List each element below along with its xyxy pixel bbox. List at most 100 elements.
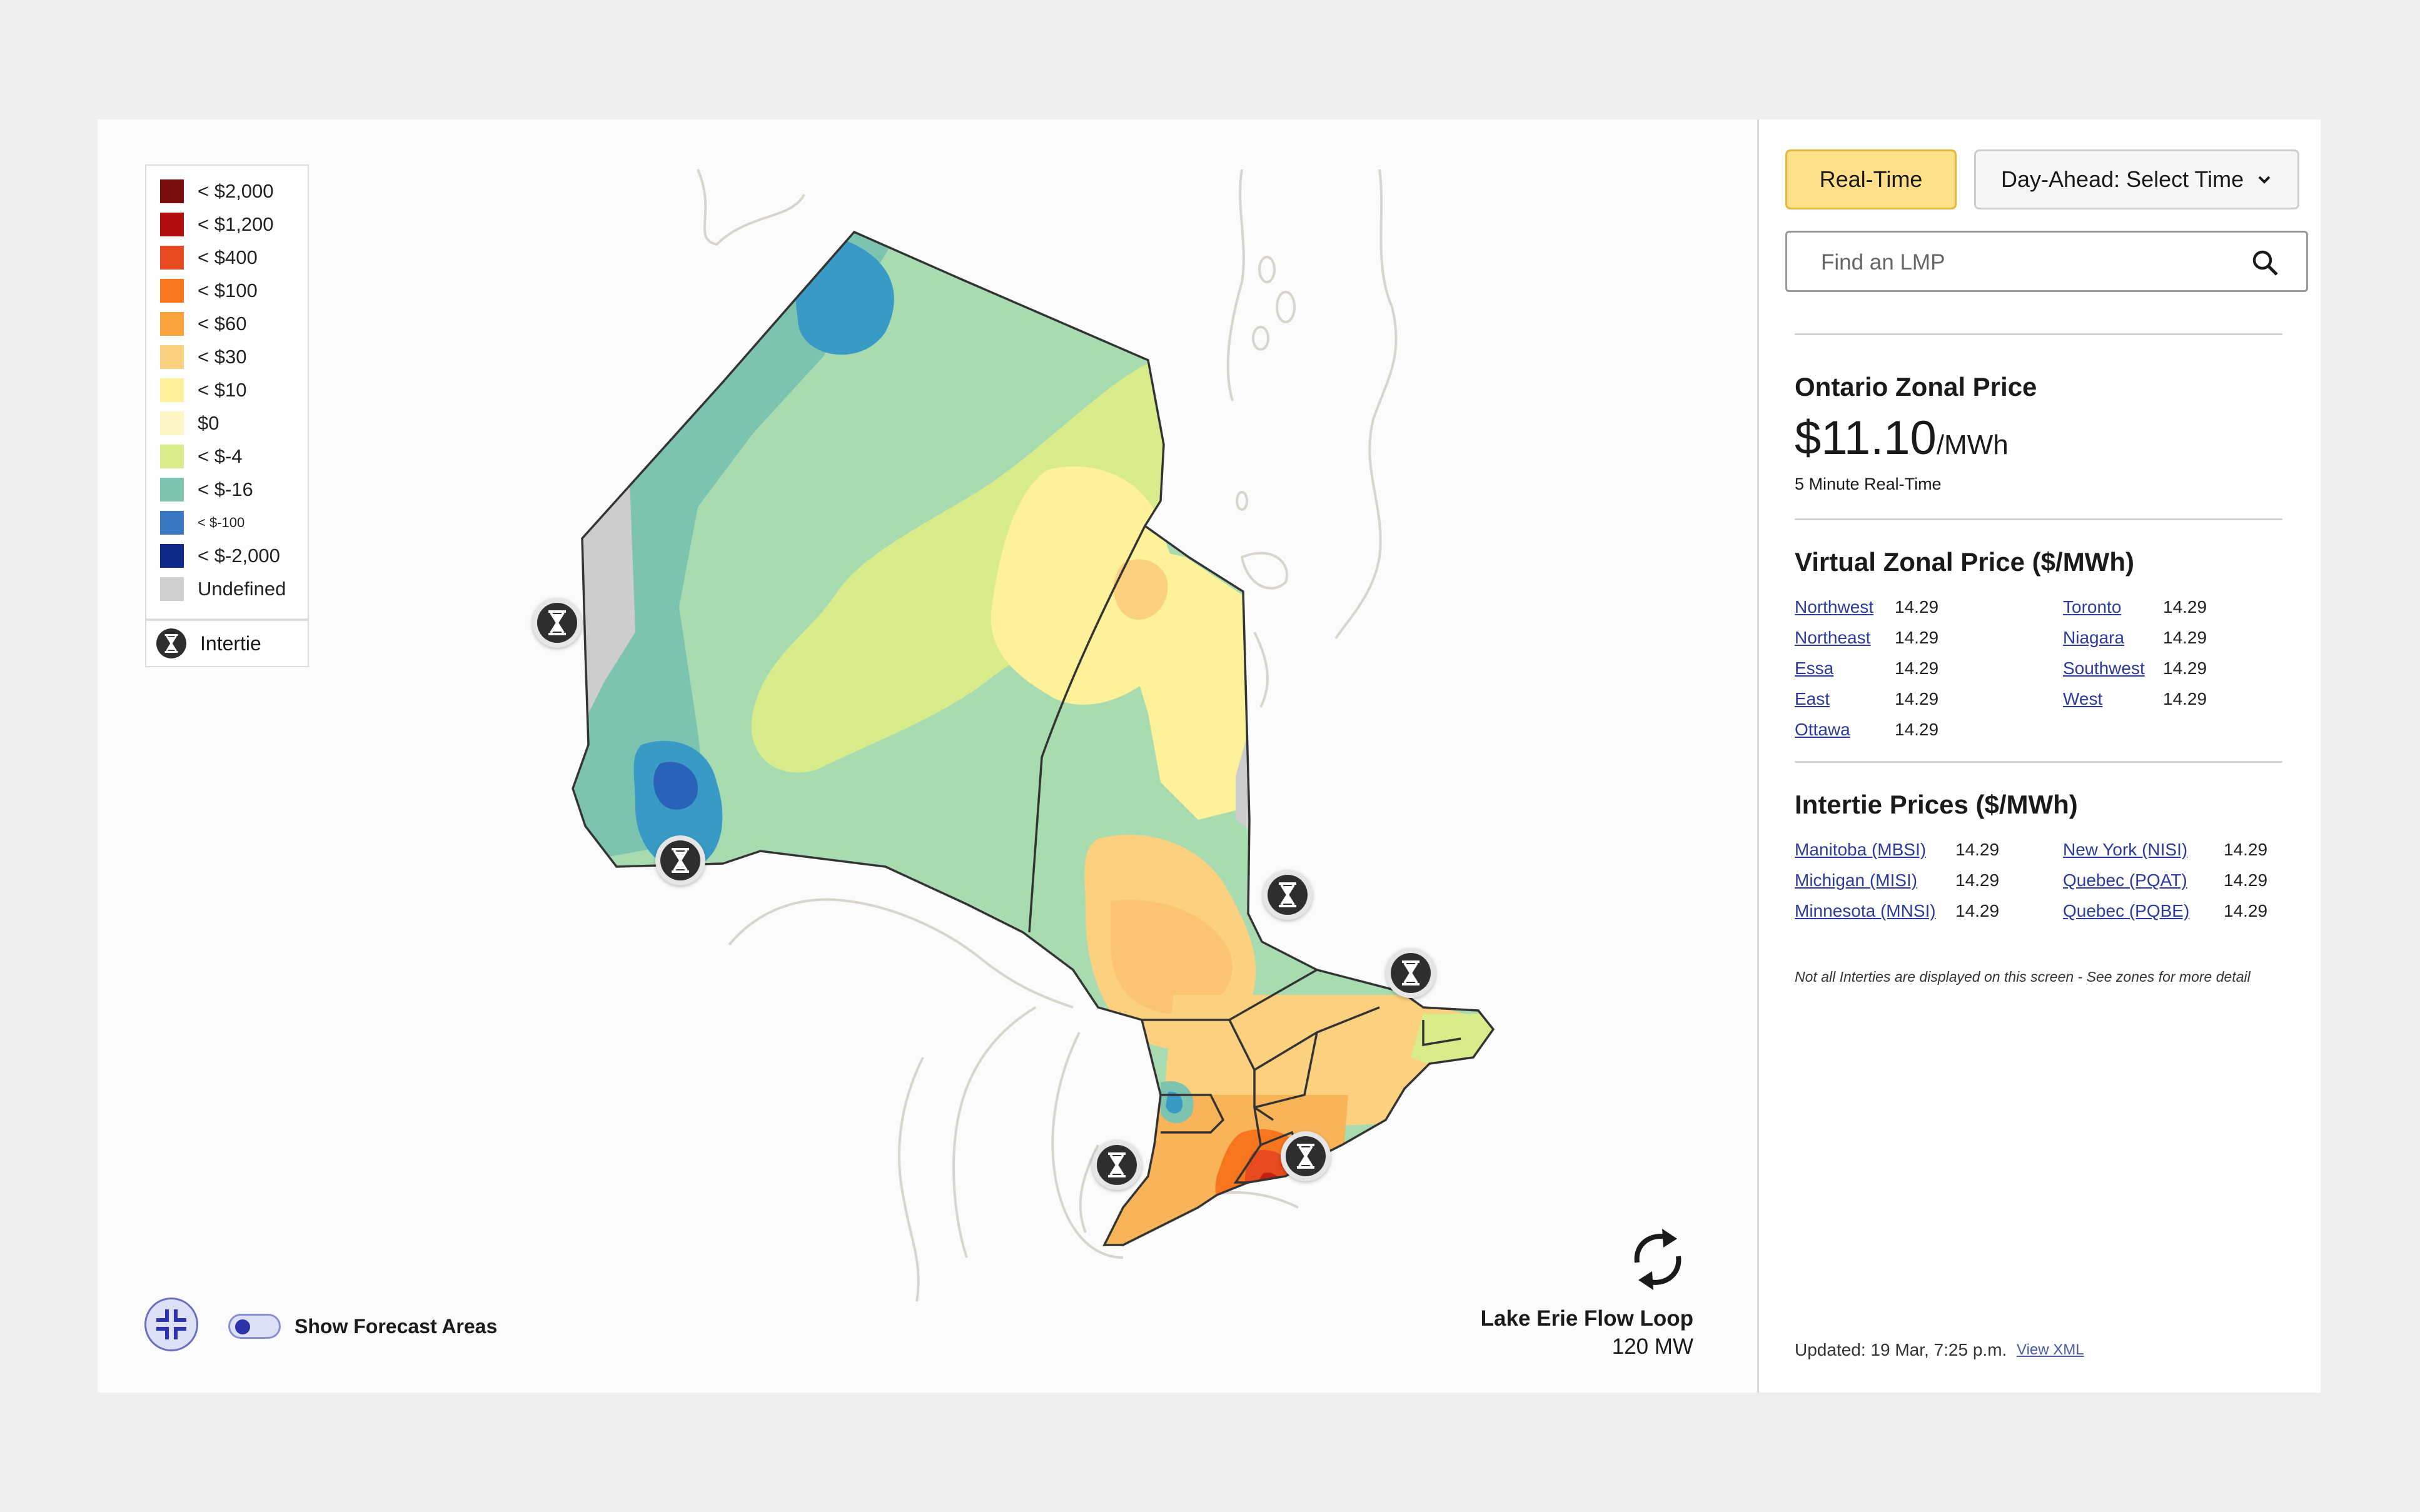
price-legend: < $2,000 < $1,200 < $400 < $100 < $60 < … bbox=[145, 164, 309, 620]
hourglass-icon bbox=[1286, 1136, 1326, 1176]
legend-swatch bbox=[160, 511, 184, 535]
hourglass-icon bbox=[1391, 953, 1431, 993]
hourglass-icon bbox=[1268, 875, 1308, 915]
intertie-link-new-york[interactable]: New York (NISI) bbox=[2063, 840, 2188, 859]
zonal-price-note: 5 Minute Real-Time bbox=[1795, 475, 1942, 493]
flow-loop-title: Lake Erie Flow Loop bbox=[1480, 1306, 1693, 1331]
intertie-value: 14.29 bbox=[1955, 870, 2000, 890]
legend-item: < $-100 bbox=[160, 510, 245, 535]
intertie-legend: Intertie bbox=[145, 620, 309, 667]
legend-swatch bbox=[160, 179, 184, 203]
chevron-down-icon bbox=[2258, 176, 2271, 184]
intertie-marker-manitoba[interactable] bbox=[532, 598, 582, 648]
search-icon[interactable] bbox=[2251, 249, 2279, 276]
zone-link-southwest[interactable]: Southwest bbox=[2063, 658, 2145, 678]
legend-swatch bbox=[160, 312, 184, 336]
legend-label: < $30 bbox=[198, 346, 247, 368]
legend-label: < $1,200 bbox=[198, 213, 274, 235]
legend-item: < $-16 bbox=[160, 477, 253, 502]
legend-swatch bbox=[160, 411, 184, 435]
hourglass-icon bbox=[660, 840, 700, 880]
intertie-link-quebec-pqat[interactable]: Quebec (PQAT) bbox=[2063, 870, 2187, 890]
intertie-value: 14.29 bbox=[2224, 901, 2268, 920]
hourglass-icon bbox=[537, 603, 577, 643]
legend-swatch bbox=[160, 478, 184, 501]
collapse-icon bbox=[156, 1309, 186, 1339]
legend-item: Undefined bbox=[160, 577, 286, 602]
legend-label: < $10 bbox=[198, 379, 247, 401]
dayahead-select-label: Day-Ahead: Select Time bbox=[2001, 166, 2244, 192]
intertie-marker-quebec-north[interactable] bbox=[1263, 870, 1313, 920]
legend-label: < $2,000 bbox=[198, 180, 274, 202]
view-xml-link[interactable]: View XML bbox=[2017, 1341, 2084, 1358]
intertie-link-minnesota[interactable]: Minnesota (MNSI) bbox=[1795, 901, 1936, 920]
collapse-button[interactable] bbox=[144, 1298, 198, 1351]
legend-label: Undefined bbox=[198, 578, 286, 600]
legend-swatch bbox=[160, 345, 184, 369]
zone-link-east[interactable]: East bbox=[1795, 689, 1830, 708]
zone-value: 14.29 bbox=[1895, 597, 1939, 617]
legend-label: < $-16 bbox=[198, 478, 253, 500]
forecast-areas-label: Show Forecast Areas bbox=[295, 1315, 498, 1338]
legend-swatch bbox=[160, 445, 184, 468]
legend-item: < $60 bbox=[160, 311, 246, 336]
legend-label: $0 bbox=[198, 412, 219, 434]
ontario-price-map[interactable] bbox=[98, 119, 1757, 1393]
intertie-marker-minnesota[interactable] bbox=[655, 835, 705, 885]
zone-value: 14.29 bbox=[1895, 658, 1939, 678]
intertie-value: 14.29 bbox=[2224, 840, 2268, 859]
legend-swatch bbox=[160, 577, 184, 601]
divider bbox=[1795, 761, 2282, 763]
price-side-panel: Real-Time Day-Ahead: Select Time Ontario… bbox=[1759, 119, 2321, 1393]
lmp-search-box bbox=[1785, 231, 2308, 292]
zone-value: 14.29 bbox=[2163, 658, 2207, 678]
legend-swatch bbox=[160, 246, 184, 270]
zone-link-toronto[interactable]: Toronto bbox=[2063, 597, 2122, 617]
intertie-link-quebec-pqbe[interactable]: Quebec (PQBE) bbox=[2063, 901, 2190, 920]
toggle-knob bbox=[235, 1319, 250, 1334]
legend-item: < $30 bbox=[160, 345, 246, 370]
intertie-footnote: Not all Interties are displayed on this … bbox=[1795, 969, 2251, 985]
intertie-marker-quebec-east[interactable] bbox=[1386, 948, 1436, 998]
divider bbox=[1795, 518, 2282, 520]
realtime-button[interactable]: Real-Time bbox=[1785, 149, 1957, 209]
zone-link-west[interactable]: West bbox=[2063, 689, 2103, 708]
legend-item: < $400 bbox=[160, 245, 258, 270]
hourglass-icon bbox=[1097, 1145, 1137, 1185]
legend-label: < $60 bbox=[198, 313, 247, 335]
intertie-link-michigan[interactable]: Michigan (MISI) bbox=[1795, 870, 1918, 890]
legend-swatch bbox=[160, 213, 184, 236]
zone-value: 14.29 bbox=[1895, 720, 1939, 739]
panel-divider bbox=[1757, 119, 1759, 1393]
flow-loop-icon bbox=[1634, 1229, 1681, 1290]
dayahead-select[interactable]: Day-Ahead: Select Time bbox=[1974, 149, 2299, 209]
intertie-link-manitoba[interactable]: Manitoba (MBSI) bbox=[1795, 840, 1927, 859]
zone-link-northeast[interactable]: Northeast bbox=[1795, 628, 1871, 647]
intertie-prices-title: Intertie Prices ($/MWh) bbox=[1795, 790, 2078, 819]
zone-value: 14.29 bbox=[2163, 597, 2207, 617]
zone-value: 14.29 bbox=[2163, 689, 2207, 708]
legend-item: < $10 bbox=[160, 378, 246, 403]
zone-link-essa[interactable]: Essa bbox=[1795, 658, 1834, 678]
zone-link-niagara[interactable]: Niagara bbox=[2063, 628, 2125, 647]
zone-link-northwest[interactable]: Northwest bbox=[1795, 597, 1874, 617]
intertie-value: 14.29 bbox=[1955, 901, 2000, 920]
zone-boundaries bbox=[572, 230, 1495, 1246]
zone-value: 14.29 bbox=[1895, 628, 1939, 647]
lmp-search-input[interactable] bbox=[1820, 246, 2235, 279]
legend-label: < $-100 bbox=[198, 515, 245, 530]
flow-loop-value: 120 MW bbox=[1611, 1334, 1693, 1359]
zone-value: 14.29 bbox=[2163, 628, 2207, 647]
legend-item: < $2,000 bbox=[160, 179, 274, 204]
forecast-areas-toggle[interactable] bbox=[228, 1314, 281, 1339]
legend-label: < $400 bbox=[198, 246, 258, 268]
legend-label: < $-4 bbox=[198, 445, 243, 467]
legend-item: $0 bbox=[160, 411, 219, 436]
intertie-value: 14.29 bbox=[2224, 870, 2268, 890]
legend-item: < $100 bbox=[160, 278, 258, 303]
intertie-marker-michigan[interactable] bbox=[1092, 1140, 1142, 1190]
intertie-marker-new-york[interactable] bbox=[1281, 1131, 1331, 1181]
app-window: < $2,000 < $1,200 < $400 < $100 < $60 < … bbox=[98, 119, 2321, 1393]
zone-link-ottawa[interactable]: Ottawa bbox=[1795, 720, 1850, 739]
zonal-price-unit: /MWh bbox=[1936, 430, 2009, 460]
